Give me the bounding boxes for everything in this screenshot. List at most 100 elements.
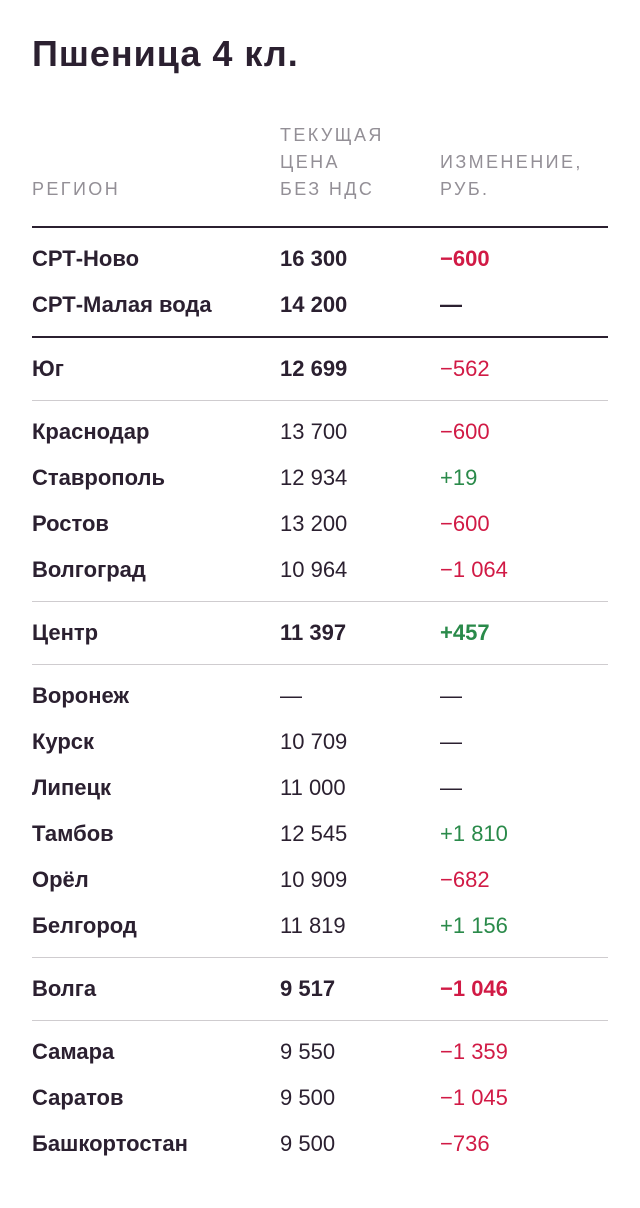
region-cell: СРТ-Малая вода [32,292,212,317]
group-spacing [32,665,608,673]
group-spacing [32,656,608,664]
price-cell: 12 934 [280,465,348,490]
price-cell: 11 000 [280,775,346,800]
change-cell: −736 [440,1131,490,1156]
change-cell: +457 [440,620,490,645]
table-row: Саратов 9 500 −1 045 [32,1075,608,1121]
group-spacing [32,1167,608,1175]
row-separator [32,601,608,602]
group-spacing [32,401,608,409]
region-cell: Липецк [32,775,112,800]
column-header-price: ТЕКУЩАЯ ЦЕНА БЕЗ НДС [280,122,384,203]
table-row: Орёл 10 909 −682 [32,857,608,903]
table-row: Курск 10 709 — [32,719,608,765]
region-cell: Саратов [32,1085,124,1110]
price-cell: 9 500 [280,1085,336,1110]
price-cell: 12 545 [280,821,348,846]
change-cell: −1 359 [440,1039,508,1064]
table-row: СРТ-Малая вода 14 200 — [32,282,608,328]
change-cell: −600 [440,419,490,444]
region-cell: Центр [32,620,99,645]
price-cell: 11 819 [280,913,346,938]
price-cell: 13 700 [280,419,348,444]
price-cell: 11 397 [280,620,347,645]
price-cell: 9 517 [280,976,336,1001]
change-cell: — [440,729,462,754]
price-cell: 9 500 [280,1131,336,1156]
column-header-price-line2: ЦЕНА [280,152,340,172]
row-separator [32,336,608,338]
group-spacing [32,228,608,236]
table-row: Липецк 11 000 — [32,765,608,811]
change-cell: — [440,683,462,708]
table-row: Волга 9 517 −1 046 [32,966,608,1012]
price-cell: — [280,683,302,708]
table-row: Башкортостан 9 500 −736 [32,1121,608,1167]
change-cell: −1 064 [440,557,508,582]
table-row: Тамбов 12 545 +1 810 [32,811,608,857]
row-separator [32,400,608,401]
price-cell: 13 200 [280,511,348,536]
table-body: СРТ-Ново 16 300 −600 СРТ-Малая вода 14 200 — Ю… [32,226,608,1175]
group-spacing [32,958,608,966]
change-cell: — [440,292,462,317]
column-header-region: РЕГИОН [32,179,121,199]
column-header-price-line3: БЕЗ НДС [280,179,375,199]
region-cell: Орёл [32,867,89,892]
region-cell: Юг [32,356,64,381]
column-header-change: ИЗМЕНЕНИЕ, РУБ. [440,149,583,203]
price-cell: 10 909 [280,867,348,892]
table-row: Ставрополь 12 934 +19 [32,455,608,501]
change-cell: −600 [440,246,490,271]
change-cell: −682 [440,867,490,892]
group-spacing [32,602,608,610]
group-spacing [32,1021,608,1029]
table-row: Волгоград 10 964 −1 064 [32,547,608,593]
table-row: СРТ-Ново 16 300 −600 [32,236,608,282]
group-spacing [32,1012,608,1020]
region-cell: Волга [32,976,97,1001]
column-header-change-line2: РУБ. [440,179,490,199]
table-row: Белгород 11 819 +1 156 [32,903,608,949]
table-row: Воронеж — — [32,673,608,719]
region-cell: Волгоград [32,557,146,582]
row-separator [32,1020,608,1021]
change-cell: +1 810 [440,821,508,846]
region-cell: СРТ-Ново [32,246,140,271]
change-cell: −600 [440,511,490,536]
row-separator [32,226,608,228]
table-row: Самара 9 550 −1 359 [32,1029,608,1075]
region-cell: Самара [32,1039,115,1064]
column-header-change-line1: ИЗМЕНЕНИЕ, [440,152,583,172]
change-cell: −1 046 [440,976,508,1001]
group-spacing [32,328,608,336]
region-cell: Белгород [32,913,137,938]
group-spacing [32,392,608,400]
price-cell: 10 964 [280,557,348,582]
change-cell: −1 045 [440,1085,508,1110]
change-cell: +19 [440,465,478,490]
table-header: РЕГИОН ТЕКУЩАЯ ЦЕНА БЕЗ НДС ИЗМЕНЕНИЕ, Р… [32,120,608,228]
price-cell: 9 550 [280,1039,336,1064]
price-cell: 12 699 [280,356,348,381]
row-separator [32,664,608,665]
group-spacing [32,338,608,346]
change-cell: −562 [440,356,490,381]
group-spacing [32,593,608,601]
table-row: Ростов 13 200 −600 [32,501,608,547]
region-cell: Башкортостан [32,1131,188,1156]
region-cell: Ростов [32,511,109,536]
region-cell: Курск [32,729,95,754]
price-cell: 16 300 [280,246,348,271]
change-cell: +1 156 [440,913,508,938]
group-spacing [32,949,608,957]
table-row: Центр 11 397 +457 [32,610,608,656]
table-row: Краснодар 13 700 −600 [32,409,608,455]
row-separator [32,957,608,958]
region-cell: Воронеж [32,683,130,708]
price-cell: 10 709 [280,729,348,754]
column-header-price-line1: ТЕКУЩАЯ [280,125,384,145]
region-cell: Ставрополь [32,465,165,490]
table-row: Юг 12 699 −562 [32,346,608,392]
